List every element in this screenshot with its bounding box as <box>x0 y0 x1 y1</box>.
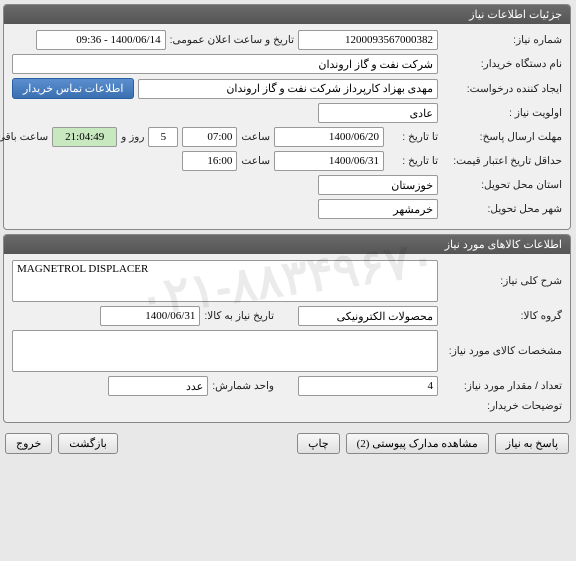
button-bar: پاسخ به نیاز مشاهده مدارک پیوستی (2) چاپ… <box>0 427 576 460</box>
notes-label: توضیحات خریدار: <box>443 400 563 412</box>
group-label: گروه کالا: <box>443 310 563 322</box>
city-field[interactable] <box>319 199 439 219</box>
need-date-field[interactable] <box>101 306 201 326</box>
validity-date-field[interactable] <box>275 151 385 171</box>
goods-panel: اطلاعات کالاهای مورد نیاز شرح کلی نیاز: … <box>4 234 572 423</box>
contact-button[interactable]: اطلاعات تماس خریدار <box>13 78 135 99</box>
desc-label: شرح کلی نیاز: <box>443 275 563 287</box>
creator-label: ایجاد کننده درخواست: <box>443 83 563 95</box>
request-no-label: شماره نیاز: <box>443 34 563 46</box>
countdown-field <box>53 127 118 147</box>
attachments-button[interactable]: مشاهده مدارک پیوستی (2) <box>347 433 490 454</box>
days-label: روز و <box>122 131 145 143</box>
buyer-field[interactable] <box>13 54 439 74</box>
days-field[interactable] <box>149 127 179 147</box>
group-field[interactable] <box>299 306 439 326</box>
priority-label: اولویت نیاز : <box>443 107 563 119</box>
announce-label: تاریخ و ساعت اعلان عمومی: <box>171 34 295 46</box>
to-date-label-1: تا تاریخ : <box>389 131 439 143</box>
province-label: استان محل تحویل: <box>443 179 563 191</box>
validity-label: حداقل تاریخ اعتبار قیمت: <box>443 155 563 167</box>
remain-label: ساعت باقی مانده <box>0 131 49 143</box>
qty-label: تعداد / مقدار مورد نیاز: <box>443 380 563 392</box>
need-date-label: تاریخ نیاز به کالا: <box>205 310 275 322</box>
exit-button[interactable]: خروج <box>6 433 53 454</box>
deadline-date-field[interactable] <box>275 127 385 147</box>
deadline-label: مهلت ارسال پاسخ: <box>443 131 563 143</box>
respond-button[interactable]: پاسخ به نیاز <box>496 433 570 454</box>
creator-field[interactable] <box>139 79 439 99</box>
time-label-2: ساعت <box>242 155 271 167</box>
request-no-field[interactable] <box>299 30 439 50</box>
deadline-time-field[interactable] <box>183 127 238 147</box>
back-button[interactable]: بازگشت <box>59 433 119 454</box>
qty-field[interactable] <box>299 376 439 396</box>
print-button[interactable]: چاپ <box>298 433 341 454</box>
buyer-label: نام دستگاه خریدار: <box>443 58 563 70</box>
time-label-1: ساعت <box>242 131 271 143</box>
goods-panel-title: اطلاعات کالاهای مورد نیاز <box>5 235 571 254</box>
details-panel: جزئیات اطلاعات نیاز شماره نیاز: تاریخ و … <box>4 4 572 230</box>
details-panel-title: جزئیات اطلاعات نیاز <box>5 5 571 24</box>
validity-time-field[interactable] <box>183 151 238 171</box>
to-date-label-2: تا تاریخ : <box>389 155 439 167</box>
desc-field[interactable] <box>13 260 439 302</box>
province-field[interactable] <box>319 175 439 195</box>
unit-label: واحد شمارش: <box>213 380 275 392</box>
priority-field[interactable] <box>319 103 439 123</box>
unit-field[interactable] <box>109 376 209 396</box>
announce-field[interactable] <box>37 30 167 50</box>
spec-label: مشخصات کالای مورد نیاز: <box>443 345 563 357</box>
spec-field[interactable] <box>13 330 439 372</box>
city-label: شهر محل تحویل: <box>443 203 563 215</box>
